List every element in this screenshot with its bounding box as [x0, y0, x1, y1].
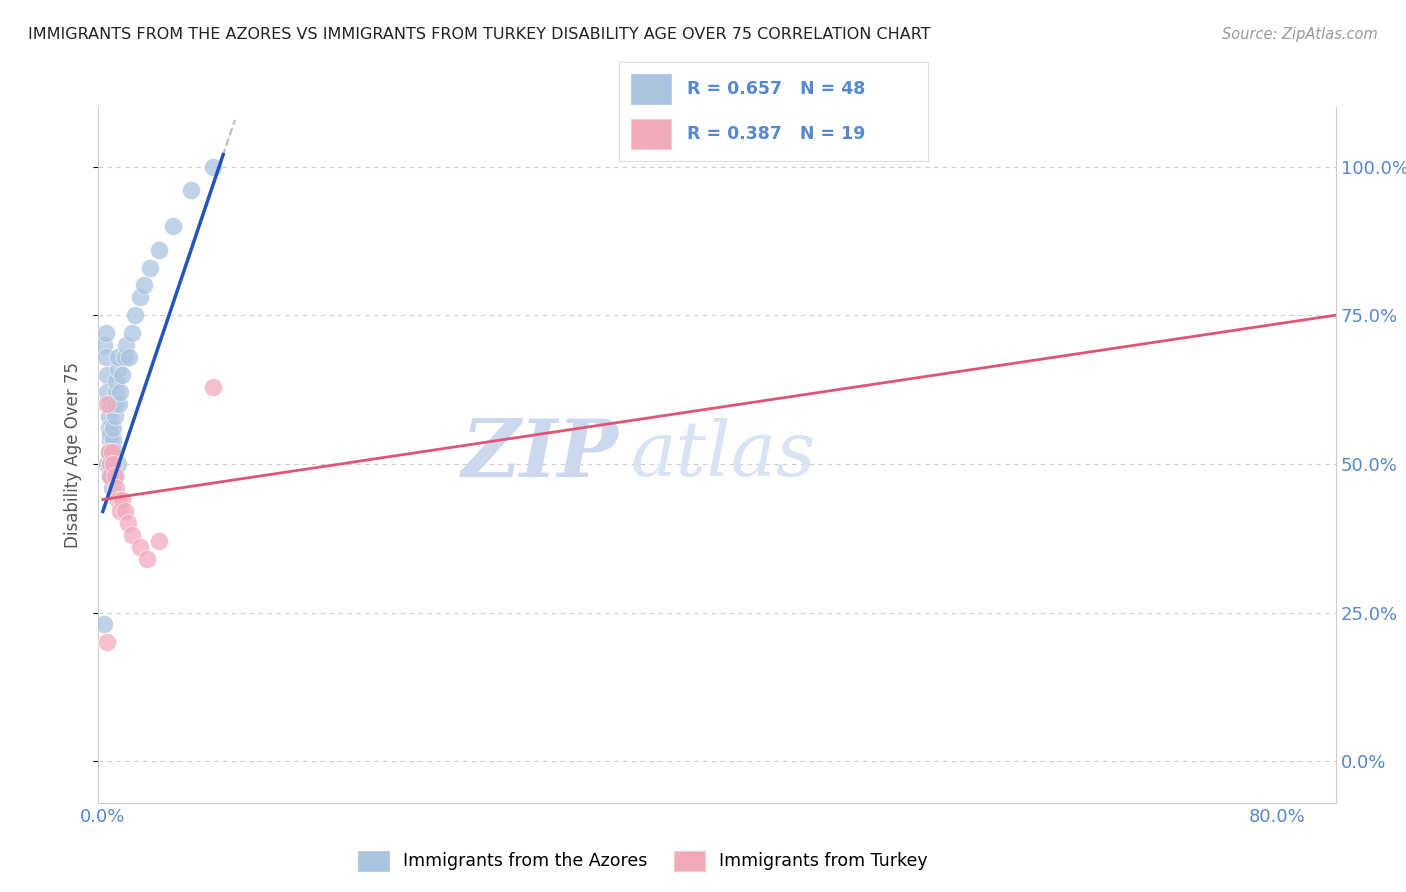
Point	[94, 326, 117, 340]
Text: atlas: atlas	[630, 418, 815, 491]
Point	[98, 457, 121, 471]
Point	[148, 534, 170, 549]
Point	[117, 516, 139, 531]
Text: ZIP: ZIP	[461, 417, 619, 493]
Point	[96, 635, 118, 649]
Point	[98, 457, 121, 471]
Point	[98, 468, 121, 483]
Point	[98, 433, 121, 447]
Point	[108, 397, 131, 411]
Point	[98, 468, 121, 483]
Point	[101, 457, 124, 471]
Point	[201, 379, 224, 393]
Point	[111, 368, 134, 382]
Y-axis label: Disability Age Over 75: Disability Age Over 75	[65, 362, 83, 548]
Point	[98, 427, 121, 442]
Point	[124, 308, 146, 322]
Bar	[631, 120, 671, 149]
Point	[180, 183, 202, 197]
Point	[96, 457, 118, 471]
Point	[118, 350, 141, 364]
Point	[135, 552, 157, 566]
Point	[201, 160, 224, 174]
Point	[121, 528, 143, 542]
Point	[97, 397, 120, 411]
Point	[98, 445, 121, 459]
Point	[98, 468, 121, 483]
Point	[97, 445, 120, 459]
Point	[93, 338, 115, 352]
Point	[132, 278, 155, 293]
Text: R = 0.387   N = 19: R = 0.387 N = 19	[686, 125, 865, 143]
Point	[107, 350, 129, 364]
Point	[105, 481, 128, 495]
Point	[96, 385, 118, 400]
Point	[105, 374, 128, 388]
Point	[105, 468, 128, 483]
Point	[103, 468, 125, 483]
Point	[97, 409, 120, 424]
Point	[107, 492, 129, 507]
Text: IMMIGRANTS FROM THE AZORES VS IMMIGRANTS FROM TURKEY DISABILITY AGE OVER 75 CORR: IMMIGRANTS FROM THE AZORES VS IMMIGRANTS…	[28, 27, 931, 42]
Text: R = 0.657   N = 48: R = 0.657 N = 48	[686, 80, 865, 98]
Point	[96, 368, 118, 382]
Point	[97, 421, 120, 435]
Point	[110, 504, 132, 518]
Point	[114, 504, 136, 518]
Point	[128, 290, 150, 304]
Point	[111, 492, 134, 507]
Point	[107, 457, 129, 471]
Text: Source: ZipAtlas.com: Source: ZipAtlas.com	[1222, 27, 1378, 42]
Point	[93, 617, 115, 632]
Point	[103, 445, 125, 459]
Point	[94, 350, 117, 364]
Point	[128, 540, 150, 554]
Legend: Immigrants from the Azores, Immigrants from Turkey: Immigrants from the Azores, Immigrants f…	[352, 844, 935, 878]
Point	[101, 457, 124, 471]
Point	[105, 385, 128, 400]
Point	[103, 397, 125, 411]
Point	[97, 445, 120, 459]
Point	[162, 219, 184, 233]
Point	[110, 385, 132, 400]
Point	[96, 397, 118, 411]
Point	[103, 409, 125, 424]
Point	[101, 433, 124, 447]
Point	[121, 326, 143, 340]
Point	[148, 243, 170, 257]
Bar	[631, 74, 671, 103]
Point	[101, 421, 124, 435]
Point	[115, 338, 138, 352]
Point	[100, 481, 122, 495]
Point	[139, 260, 162, 275]
Point	[100, 457, 122, 471]
Point	[114, 350, 136, 364]
Point	[100, 468, 122, 483]
Point	[100, 445, 122, 459]
Point	[100, 445, 122, 459]
Point	[107, 361, 129, 376]
